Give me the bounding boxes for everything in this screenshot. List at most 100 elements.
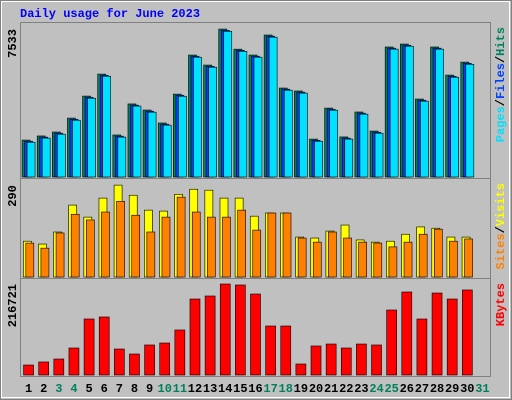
- bar: [465, 63, 475, 178]
- bar: [219, 283, 231, 376]
- bar: [268, 36, 278, 178]
- bar: [222, 216, 231, 278]
- bar: [328, 231, 337, 278]
- x-tick-label: 27: [415, 382, 429, 396]
- legend: Sites/Visits: [494, 183, 508, 269]
- x-tick-label: 10: [158, 382, 172, 396]
- x-tick-label: 2: [40, 382, 47, 396]
- bar: [207, 216, 216, 278]
- bar: [329, 109, 338, 178]
- bar: [146, 231, 156, 278]
- bar: [132, 105, 142, 178]
- x-tick-label: 19: [294, 382, 308, 396]
- bar: [389, 48, 399, 178]
- bar: [435, 48, 444, 178]
- bar: [223, 30, 233, 178]
- bar: [53, 358, 65, 376]
- bar: [235, 284, 246, 376]
- bar: [178, 95, 187, 178]
- bar: [87, 97, 96, 178]
- bar: [193, 56, 202, 178]
- bar: [117, 136, 127, 178]
- bar: [189, 298, 201, 376]
- x-tick-label: 22: [339, 382, 353, 396]
- x-tick-label: 16: [248, 382, 262, 396]
- x-tick-label: 30: [460, 382, 474, 396]
- bar: [176, 196, 186, 278]
- y-tick-label: 290: [6, 185, 20, 207]
- bar: [238, 51, 248, 178]
- bar: [116, 200, 125, 278]
- legend: KBytes: [494, 283, 508, 326]
- x-tick-label: 24: [369, 382, 383, 396]
- bar: [388, 246, 398, 278]
- bar: [297, 237, 307, 278]
- bar: [253, 56, 263, 178]
- bar: [23, 364, 34, 376]
- bar: [204, 295, 216, 376]
- x-tick-label: 4: [70, 382, 77, 396]
- x-tick-label: 11: [173, 382, 187, 396]
- legend-entry: Visits: [494, 183, 508, 226]
- legend-entry: Hits: [494, 27, 508, 56]
- bar: [267, 212, 277, 278]
- bar: [237, 209, 246, 278]
- legend-entry: KBytes: [494, 283, 508, 326]
- x-tick-label: 3: [55, 382, 62, 396]
- x-tick-label: 26: [400, 382, 414, 396]
- bar: [131, 214, 141, 278]
- bar: [325, 343, 337, 376]
- bar: [280, 325, 292, 376]
- x-tick-label: 1: [25, 382, 32, 396]
- bar: [191, 211, 201, 278]
- bar: [147, 111, 157, 178]
- bar: [464, 238, 473, 278]
- bar: [57, 133, 66, 178]
- bar: [404, 45, 414, 178]
- bar: [161, 216, 171, 278]
- legend-entry: Sites: [494, 233, 508, 269]
- x-tick-label: 29: [445, 382, 459, 396]
- bar: [314, 140, 323, 178]
- x-tick-label: 8: [131, 382, 138, 396]
- legend: Pages/Files/Hits: [494, 27, 508, 142]
- bar: [433, 228, 443, 278]
- x-tick-label: 9: [146, 382, 153, 396]
- bar: [72, 119, 81, 178]
- bar: [418, 233, 428, 278]
- bar: [312, 241, 322, 278]
- legend-entry: Files: [494, 63, 508, 99]
- x-tick-label: 23: [354, 382, 368, 396]
- bar: [25, 242, 35, 278]
- bar: [86, 219, 95, 278]
- bar: [371, 344, 382, 376]
- x-tick-label: 28: [430, 382, 444, 396]
- legend-separator: /: [494, 226, 508, 233]
- bar: [344, 138, 354, 178]
- legend-separator: /: [494, 56, 508, 63]
- bar: [310, 345, 322, 376]
- bar: [252, 229, 262, 278]
- bar: [26, 141, 36, 178]
- bar: [70, 213, 80, 278]
- legend-entry: Pages: [494, 106, 508, 142]
- bar: [340, 347, 352, 376]
- chart-title: Daily usage for June 2023: [20, 7, 200, 21]
- x-tick-label: 25: [384, 382, 398, 396]
- bar: [144, 344, 155, 376]
- x-tick-label: 21: [324, 382, 338, 396]
- bar: [55, 232, 65, 278]
- bar: [446, 298, 458, 376]
- bar: [374, 132, 384, 178]
- x-tick-label: 15: [233, 382, 247, 396]
- y-tick-label: 7533: [6, 29, 20, 58]
- bar: [114, 348, 125, 376]
- x-tick-label: 14: [218, 382, 232, 396]
- bar: [208, 66, 217, 178]
- bar: [174, 329, 186, 376]
- x-tick-label: 12: [188, 382, 202, 396]
- bar: [358, 241, 367, 278]
- bar: [299, 92, 308, 178]
- bar: [356, 343, 367, 376]
